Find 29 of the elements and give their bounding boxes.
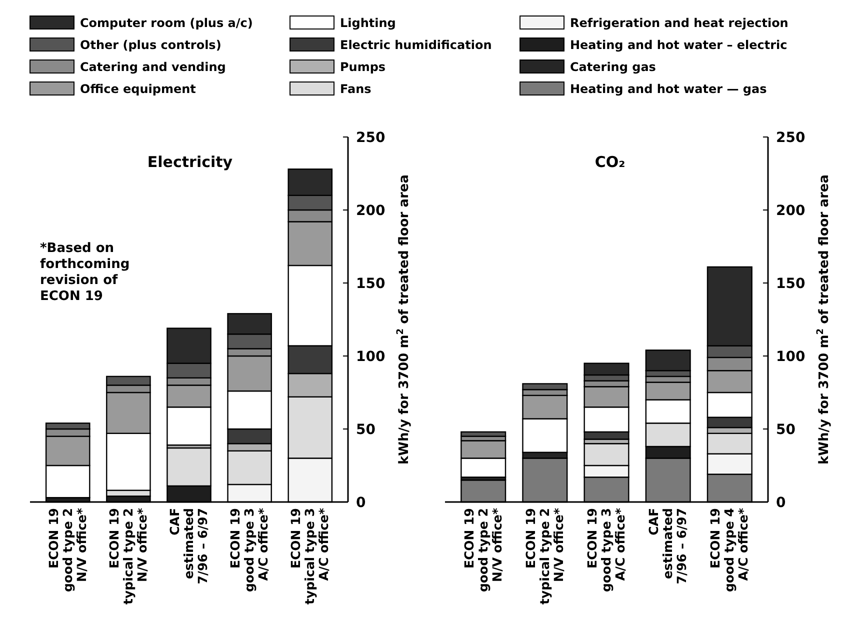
y-tick-label: 150 [356,276,386,292]
legend-label: Refrigeration and heat rejection [570,16,788,30]
y-tick-label: 250 [356,130,386,146]
legend-label: Heating and hot water – electric [570,38,788,52]
legend-label: Computer room (plus a/c) [80,16,253,30]
legend-label: Office equipment [80,82,196,96]
legend-label: Catering gas [570,60,656,74]
y-tick-label: 50 [356,422,376,438]
legend-label: Pumps [340,60,386,74]
y-tick-label: 100 [356,349,386,365]
legend-label: Catering and vending [80,60,226,74]
legend-label: Other (plus controls) [80,38,222,52]
y-tick-label: 0 [776,495,786,511]
annotation: *Based on forthcoming revision of ECON 19 [40,241,130,304]
y-tick-label: 200 [356,203,386,219]
y-tick-label: 100 [776,349,806,365]
y-tick-label: 50 [776,422,796,438]
y-tick-label: 0 [356,495,366,511]
text: CO₂ [594,153,626,171]
legend-label: Heating and hot water — gas [570,82,767,96]
legend-label: Lighting [340,16,396,30]
x-tick-label: ECON 19 good type 2 N/V office* [461,508,504,592]
y-tick-label: 150 [776,276,806,292]
y-tick-label: 250 [776,130,806,146]
y-tick-label: 200 [776,203,806,219]
text: Electricity [147,153,233,171]
x-tick-label: ECON 19 good type 2 N/V office* [46,508,89,592]
legend-label: Fans [340,82,372,96]
legend-label: Electric humidification [340,38,492,52]
